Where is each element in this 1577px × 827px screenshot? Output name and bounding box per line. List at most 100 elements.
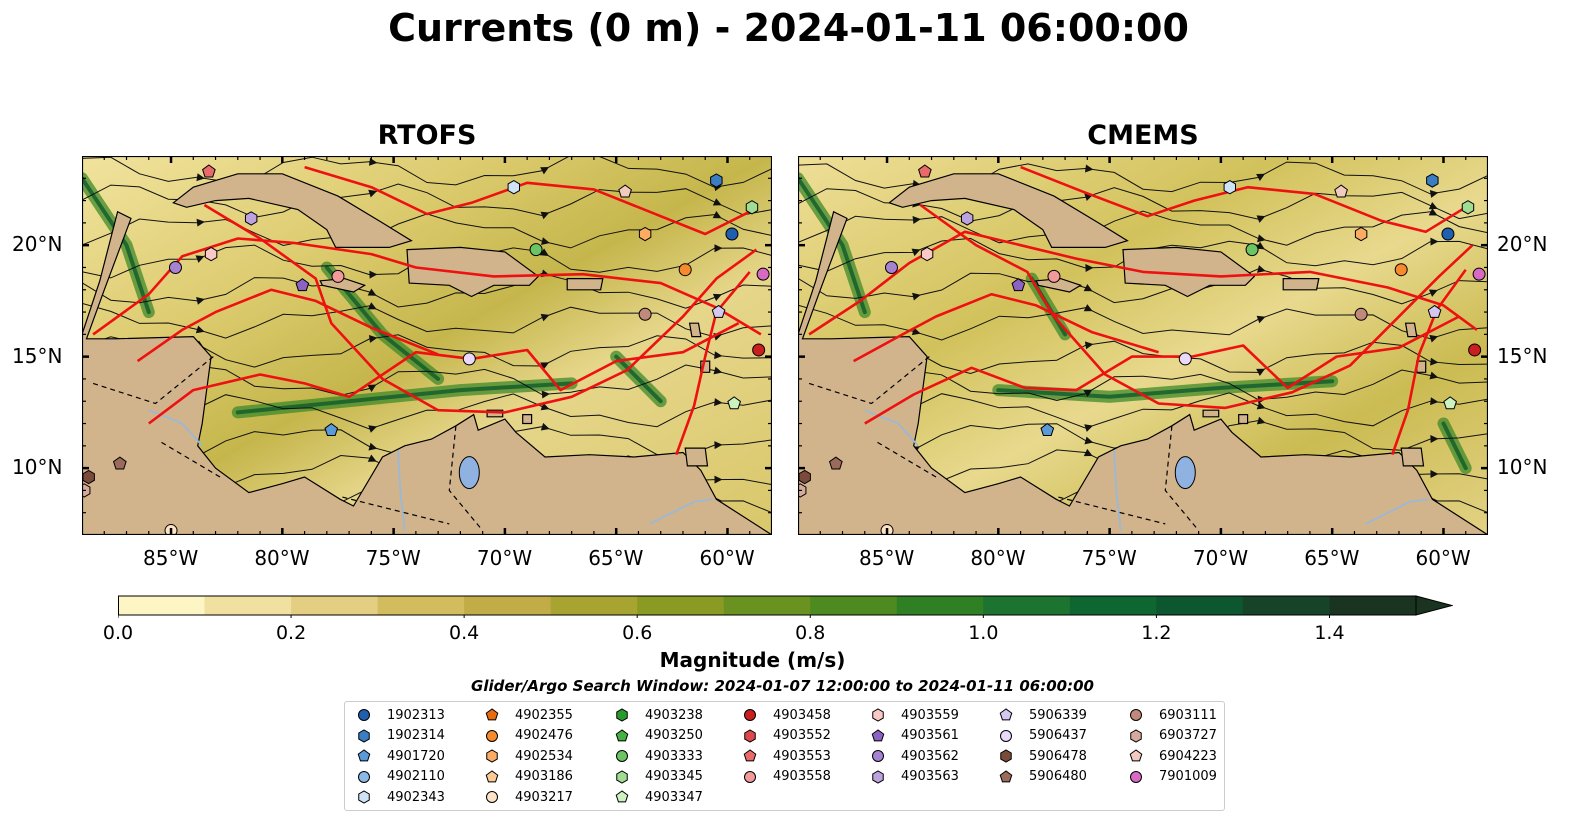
legend-marker-icon <box>486 791 498 804</box>
legend-item: 4903345 <box>611 767 703 787</box>
colorbar-segment <box>1329 596 1417 615</box>
streamline-arrow <box>541 237 550 245</box>
streamline-arrow <box>195 255 205 263</box>
legend-marker-icon <box>615 790 629 803</box>
float-marker <box>678 263 692 277</box>
float-marker <box>918 164 932 178</box>
lon-tick-label: 65°W <box>1304 546 1360 570</box>
streamline-arrow <box>714 398 723 407</box>
streamline-arrow <box>195 325 205 334</box>
legend-label: 4903238 <box>645 707 703 723</box>
legend-marker-icon <box>872 708 884 722</box>
streamline-arrow <box>1429 334 1439 343</box>
legend-marker <box>1000 729 1012 742</box>
colorbar-segment <box>810 596 898 615</box>
colorbar-segment <box>464 596 552 615</box>
streamline-arrow <box>1429 189 1439 198</box>
colorbar-segment <box>723 596 811 615</box>
country-border <box>448 425 484 531</box>
float-marker <box>727 396 742 410</box>
legend-label: 6903727 <box>1159 728 1217 744</box>
legend-marker <box>1000 749 1012 763</box>
legend-marker <box>1129 749 1143 762</box>
legend-item: 5906480 <box>995 767 1087 787</box>
legend-marker-icon <box>1000 749 1012 763</box>
land <box>1202 409 1220 418</box>
float-marker <box>638 307 652 321</box>
glider-argo-track <box>304 165 751 236</box>
streamline-arrow <box>367 288 377 296</box>
legend-marker <box>485 708 499 721</box>
legend-label: 5906339 <box>1029 707 1087 723</box>
lake <box>458 456 480 490</box>
legend-marker-icon <box>616 750 628 763</box>
country-border <box>808 356 930 405</box>
streamline-arrow <box>1083 284 1093 292</box>
float-marker <box>112 456 127 470</box>
river <box>1365 498 1429 525</box>
legend-label: 4903562 <box>901 748 959 764</box>
streamline-arrow <box>1084 436 1094 445</box>
streamline-arrow <box>1430 237 1439 246</box>
streamline-arrow <box>1256 173 1266 182</box>
lon-tick-label: 60°W <box>699 546 755 570</box>
streamline-arrow <box>367 384 377 392</box>
legend-item: 4903562 <box>867 746 959 766</box>
streamline-arrow <box>196 297 205 305</box>
colorbar-segment <box>377 596 465 615</box>
colorbar-segment <box>983 596 1071 615</box>
legend-marker <box>486 791 498 804</box>
legend-marker-icon <box>1130 770 1142 783</box>
glider-argo-track <box>919 203 1474 410</box>
legend-marker <box>999 770 1013 783</box>
float-marker <box>324 423 339 437</box>
streamline-arrow <box>540 211 550 220</box>
legend-label: 4903559 <box>901 707 959 723</box>
streamline-arrow <box>714 475 723 484</box>
streamline-arrow <box>1084 164 1094 173</box>
legend-marker <box>872 708 884 722</box>
legend-marker <box>744 770 756 783</box>
map-frame <box>82 156 772 535</box>
streamline-arrow <box>1430 357 1439 366</box>
map-frame <box>798 156 1488 535</box>
legend-subtitle: Glider/Argo Search Window: 2024-01-07 12… <box>471 677 1094 695</box>
float-marker <box>725 227 739 241</box>
legend-marker-icon <box>1130 709 1142 721</box>
float-marker <box>1334 184 1348 198</box>
float-marker <box>1461 200 1475 215</box>
legend-label: 4903186 <box>515 769 573 785</box>
streamline-arrow <box>368 425 378 433</box>
glider-argo-track <box>864 315 1460 425</box>
streamline-arrow <box>713 366 723 375</box>
float-marker <box>295 278 310 292</box>
country-border <box>159 440 221 478</box>
lon-tick-label: 80°W <box>970 546 1026 570</box>
colorbar-segment <box>291 596 379 615</box>
streamline-arrow <box>1083 304 1093 312</box>
legend-label: 4902343 <box>387 789 445 805</box>
legend-marker <box>486 749 498 763</box>
streamline-arrow <box>1430 470 1439 478</box>
legend-marker <box>358 790 370 805</box>
legend-item: 4903333 <box>611 746 703 766</box>
land <box>684 447 709 467</box>
legend-label: 4903561 <box>901 728 959 744</box>
country-border <box>1058 496 1166 525</box>
lon-tick-label: 80°W <box>254 546 310 570</box>
legend-marker-icon <box>358 790 370 805</box>
lon-tick-label: 85°W <box>859 546 915 570</box>
streamline-arrow <box>1256 401 1266 410</box>
streamline-arrow <box>1084 424 1094 432</box>
streamline-arrow <box>368 442 378 451</box>
float-marker <box>1354 307 1368 321</box>
streamline-arrow <box>1084 341 1094 350</box>
float-marker <box>1394 263 1408 277</box>
colorbar-segment <box>1156 596 1244 615</box>
float-marker <box>168 260 182 274</box>
land <box>82 210 772 535</box>
lon-tick-label: 75°W <box>1081 546 1137 570</box>
colorbar-segment <box>550 596 638 615</box>
streamline-arrow <box>368 334 378 343</box>
river <box>649 498 713 525</box>
